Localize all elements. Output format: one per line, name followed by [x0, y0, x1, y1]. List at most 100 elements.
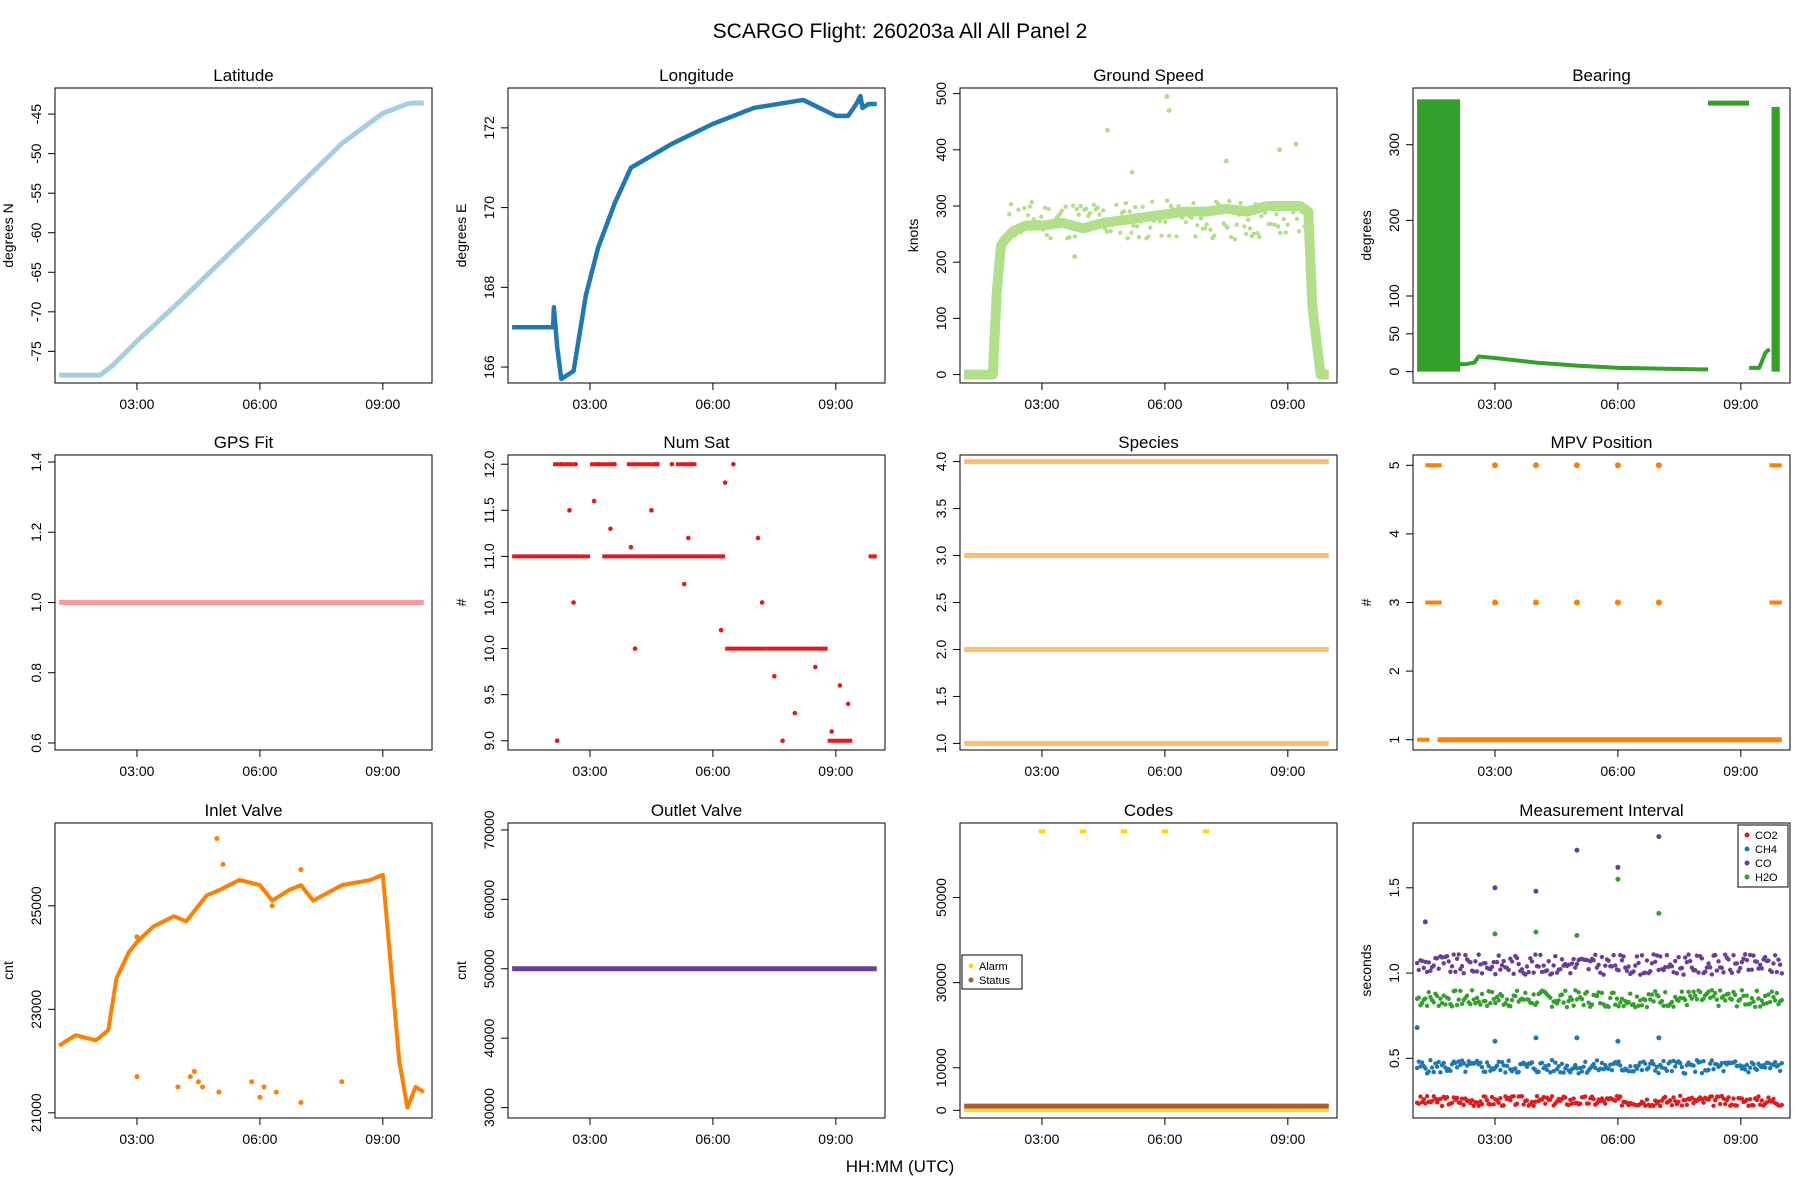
longitude-line [512, 93, 877, 382]
ch4-point [1628, 1064, 1633, 1069]
ch4-point [1679, 1064, 1685, 1070]
ground-speed-noise [1059, 208, 1065, 214]
ground-speed-noise [1148, 225, 1153, 230]
co-point [1506, 967, 1511, 973]
y-tick-label: 30000 [933, 963, 949, 1002]
h2o-point [1729, 997, 1735, 1002]
ground-speed-noise [1108, 228, 1113, 234]
ground-speed-noise [1114, 202, 1119, 208]
co2-point [1459, 1096, 1465, 1101]
co-point [1777, 962, 1783, 967]
ground-speed-noise [1195, 223, 1200, 228]
ch4-point [1546, 1063, 1551, 1068]
ch4-point [1549, 1058, 1555, 1063]
ground-speed-noise [1264, 206, 1270, 211]
h2o-point [1679, 989, 1685, 994]
co-point [1474, 969, 1480, 974]
co-point [1757, 962, 1763, 968]
y-tick-label: -55 [28, 183, 44, 203]
ch4-point [1504, 1063, 1510, 1069]
y-tick-label: 400 [933, 138, 949, 162]
ch4-point [1458, 1062, 1463, 1068]
inlet-valve-low-point [261, 1084, 267, 1090]
co-point [1644, 958, 1650, 963]
co2-point [1744, 1097, 1750, 1103]
ch4-point [1559, 1061, 1565, 1067]
co2-point [1684, 1102, 1690, 1107]
ch4-point [1776, 1063, 1781, 1068]
ground-speed-noise [1251, 231, 1256, 236]
co-point [1596, 962, 1601, 968]
co-point [1499, 963, 1505, 968]
ch4-point [1539, 1060, 1545, 1065]
ch4-point [1499, 1060, 1505, 1065]
h2o-spike [1574, 933, 1580, 939]
co-point [1606, 958, 1611, 963]
ground-speed-outlier [1164, 93, 1170, 99]
ground-speed-noise [1117, 230, 1123, 235]
co-point [1759, 966, 1765, 971]
ch4-point [1683, 1071, 1688, 1076]
ch4-spike [1574, 1035, 1580, 1041]
ground-speed-outlier [1223, 158, 1229, 164]
co-point [1494, 959, 1500, 965]
ground-speed-noise [1276, 224, 1281, 229]
h2o-point [1751, 999, 1756, 1004]
co-point [1654, 953, 1660, 958]
x-tick-label: 03:00 [572, 396, 607, 412]
co-point [1493, 972, 1498, 977]
co-point [1558, 967, 1563, 972]
y-axis-label: degrees [1358, 210, 1374, 261]
ground-speed-noise [1232, 237, 1238, 242]
y-tick-label: 9.5 [481, 685, 497, 705]
ground-speed-noise [1012, 233, 1018, 238]
h2o-point [1504, 997, 1510, 1002]
co-point [1744, 958, 1750, 963]
co-point [1749, 967, 1755, 972]
num-sat-point [571, 600, 576, 605]
co-point [1658, 954, 1663, 959]
co-point [1779, 971, 1785, 976]
y-tick-label: 50000 [933, 878, 949, 917]
y-tick-label: 3.0 [933, 546, 949, 566]
ch4-point [1699, 1070, 1705, 1076]
ground-speed-noise [1170, 207, 1176, 212]
co-point [1739, 959, 1745, 965]
ch4-point [1436, 1059, 1441, 1065]
y-tick-label: 5 [1386, 461, 1402, 469]
co2-point [1521, 1102, 1526, 1107]
ground-speed-noise [1291, 209, 1296, 215]
ch4-point [1464, 1063, 1470, 1068]
h2o-point [1438, 996, 1443, 1001]
num-sat-point [845, 701, 851, 707]
h2o-point [1734, 1004, 1740, 1009]
num-sat-point [837, 683, 843, 688]
y-axis-label: # [453, 598, 469, 606]
co-point [1762, 954, 1768, 960]
panel-title: Measurement Interval [1519, 801, 1683, 820]
co2-point [1578, 1101, 1583, 1106]
ch4-point [1732, 1059, 1738, 1064]
ch4-point [1453, 1060, 1458, 1065]
co2-point [1498, 1095, 1503, 1101]
h2o-point [1508, 1004, 1513, 1009]
x-tick-label: 03:00 [1477, 396, 1512, 412]
panel-title: Species [1118, 433, 1178, 452]
plot-area [1417, 462, 1782, 743]
x-tick-label: 06:00 [242, 1131, 277, 1147]
co2-point [1739, 1096, 1745, 1101]
ground-speed-noise [1166, 233, 1172, 239]
num-sat-point [608, 526, 613, 532]
co-point [1686, 952, 1691, 957]
co2-point [1514, 1101, 1520, 1106]
num-sat-point [573, 461, 578, 467]
co-point [1446, 959, 1451, 964]
ch4-point [1573, 1062, 1578, 1068]
co-point [1671, 970, 1676, 975]
h2o-point [1581, 1002, 1586, 1008]
co-point [1742, 952, 1748, 957]
h2o-point [1717, 988, 1723, 993]
co2-point [1644, 1097, 1650, 1102]
co-point [1707, 965, 1713, 970]
y-tick-label: 300 [1386, 133, 1402, 157]
